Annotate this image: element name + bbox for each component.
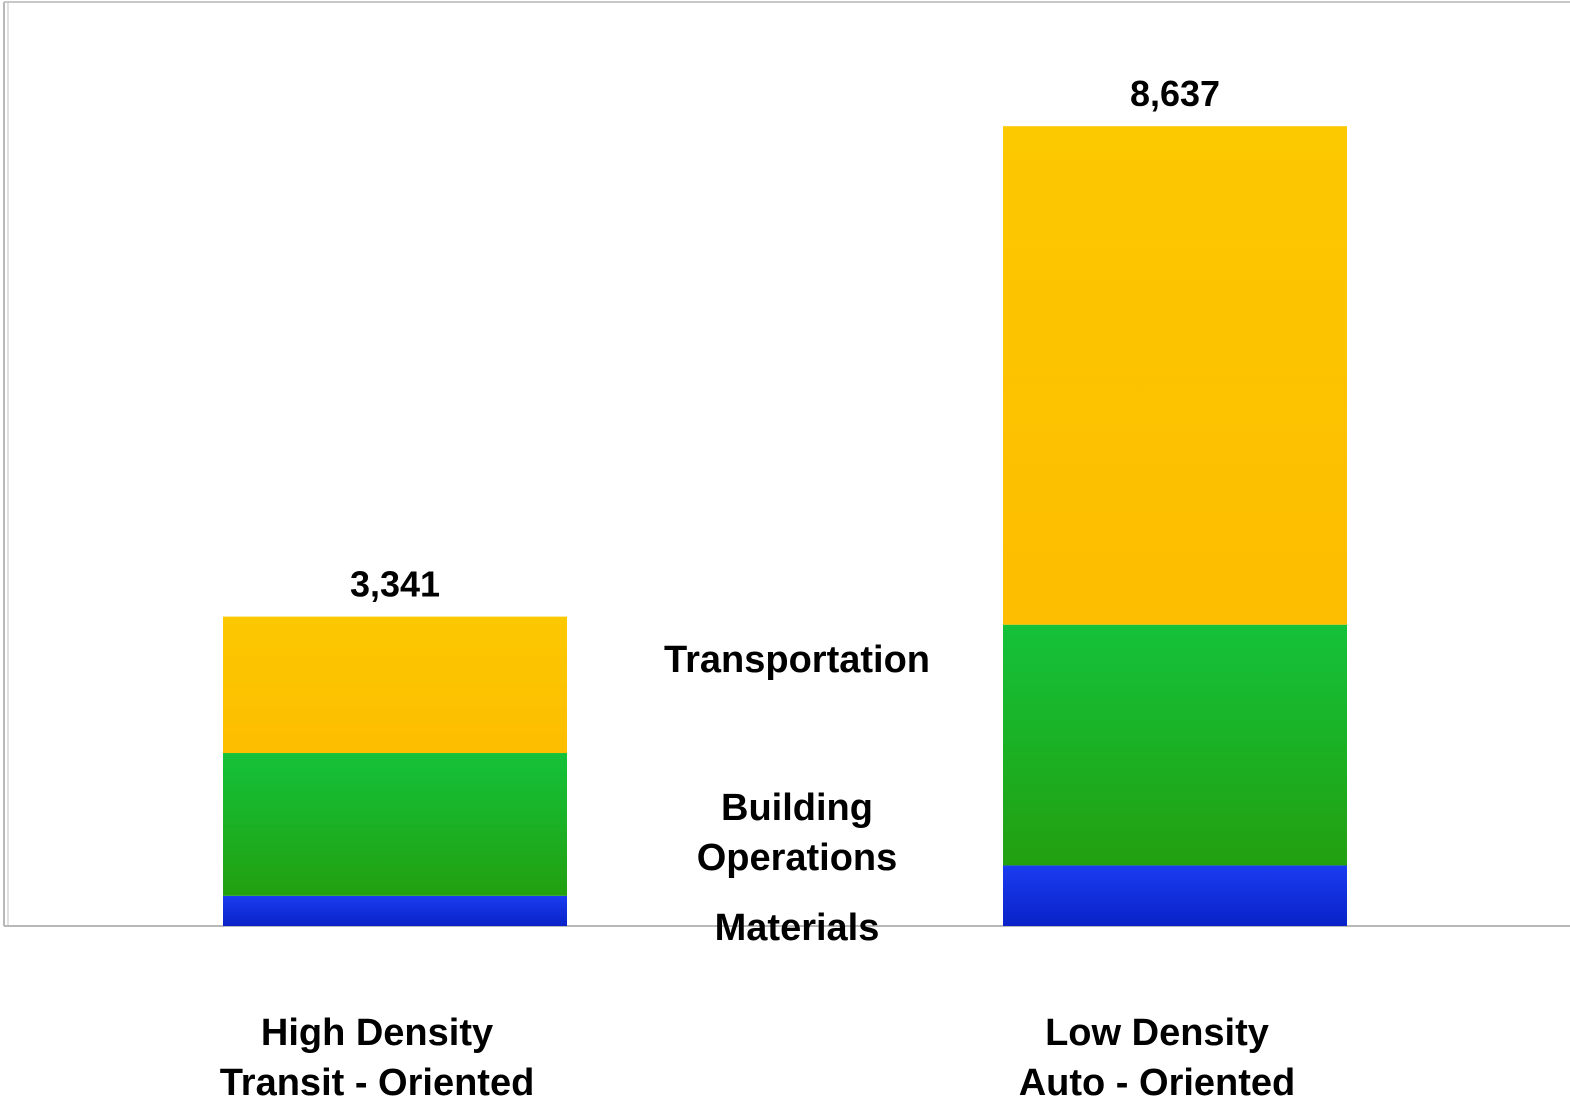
total-label-2: 8,637	[1130, 73, 1220, 114]
labels-layer: 3,341 High Density Transit - Oriented 8,637…	[220, 73, 1296, 1101]
bar-segment-materials-2	[1003, 865, 1347, 926]
category-label-1-line-2: Transit - Oriented	[220, 1062, 535, 1101]
bar-segment-transportation-2	[1003, 126, 1347, 625]
total-label-1: 3,341	[350, 564, 440, 605]
series-label-building-operations-line-1: Building	[721, 787, 873, 829]
bars-layer	[223, 126, 1347, 926]
category-label-1-line-1: High Density	[261, 1012, 493, 1054]
bar-segment-transportation-1	[223, 616, 567, 754]
bar-segment-building-operations-2	[1003, 624, 1347, 866]
bar-segment-materials-1	[223, 895, 567, 926]
series-label-building-operations-line-2: Operations	[697, 837, 898, 879]
category-label-2-line-2: Auto - Oriented	[1019, 1062, 1296, 1101]
series-label-materials-line-1: Materials	[715, 907, 880, 949]
series-label-transportation-line-1: Transportation	[664, 639, 930, 681]
bar-segment-building-operations-1	[223, 753, 567, 896]
category-label-2-line-1: Low Density	[1045, 1012, 1269, 1054]
